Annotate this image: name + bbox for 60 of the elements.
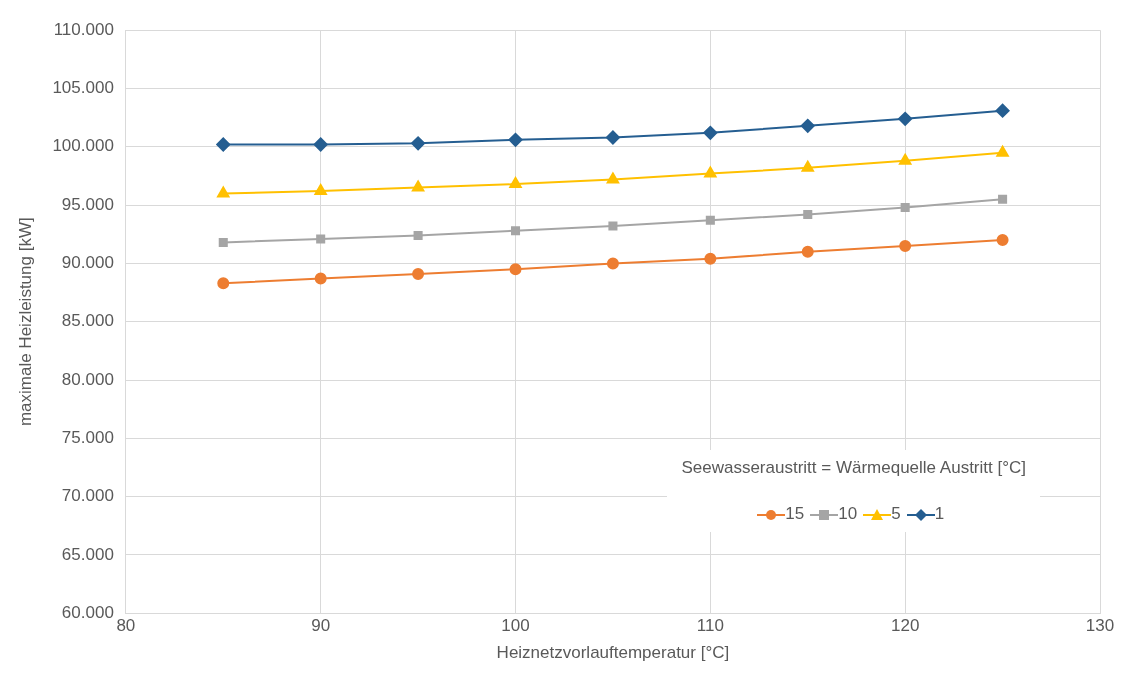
point: [998, 194, 1008, 204]
y-tick-label: 60.000: [61, 602, 114, 622]
x-tick-label: 90: [311, 616, 331, 636]
x-tick-label: 130: [1085, 616, 1115, 636]
point: [411, 180, 425, 192]
y-tick-label: 90.000: [61, 253, 114, 273]
point: [606, 172, 620, 184]
point: [801, 245, 814, 258]
point: [900, 202, 910, 212]
point: [996, 145, 1009, 157]
y-tick-label: 105.000: [52, 78, 114, 98]
legend-label: 15: [785, 504, 805, 523]
point: [605, 130, 620, 145]
y-tick-label: 95.000: [61, 194, 114, 214]
x-axis-title: Heiznetzvorlauftemperatur [°C]: [496, 643, 730, 663]
x-tick-label: 80: [116, 616, 136, 636]
point: [898, 111, 913, 126]
legend-title: Seewasseraustritt = Wärmequelle Austritt [°C]: [681, 458, 1026, 478]
y-tick-label: 65.000: [61, 544, 114, 564]
x-tick-label: 110: [696, 616, 724, 636]
point: [509, 177, 522, 189]
x-tick-label: 100: [501, 616, 530, 636]
legend-label: 5: [891, 504, 901, 523]
point: [313, 137, 328, 152]
point: [705, 215, 715, 225]
point: [314, 272, 327, 285]
point: [413, 230, 423, 240]
point: [996, 234, 1009, 247]
point: [509, 263, 522, 276]
y-tick-label: 75.000: [61, 427, 114, 447]
y-tick-label: 100.000: [52, 136, 114, 156]
point: [898, 153, 912, 165]
point: [899, 239, 912, 252]
point: [510, 226, 521, 236]
point: [508, 132, 523, 147]
point: [703, 125, 718, 140]
point: [803, 209, 813, 219]
y-tick-label: 70.000: [61, 486, 114, 506]
point: [412, 267, 425, 280]
y-tick-label: 110.000: [53, 19, 114, 39]
point: [801, 160, 814, 172]
point: [217, 186, 230, 198]
point: [606, 257, 619, 270]
y-tick-label: 85.000: [61, 311, 114, 331]
point: [411, 136, 426, 151]
legend-label: 10: [838, 504, 858, 523]
x-tick-label: 120: [890, 616, 920, 636]
point: [217, 277, 230, 290]
y-axis-title: maximale Heizleistung [kW]: [15, 217, 35, 427]
point: [314, 184, 327, 196]
point: [218, 237, 228, 247]
y-tick-label: 80.000: [61, 369, 114, 389]
point: [608, 221, 618, 231]
point: [995, 103, 1010, 118]
legend-label: 1: [934, 504, 945, 523]
point: [316, 234, 326, 244]
point: [704, 252, 717, 265]
point: [800, 118, 815, 133]
point: [704, 166, 717, 178]
point: [216, 137, 231, 152]
